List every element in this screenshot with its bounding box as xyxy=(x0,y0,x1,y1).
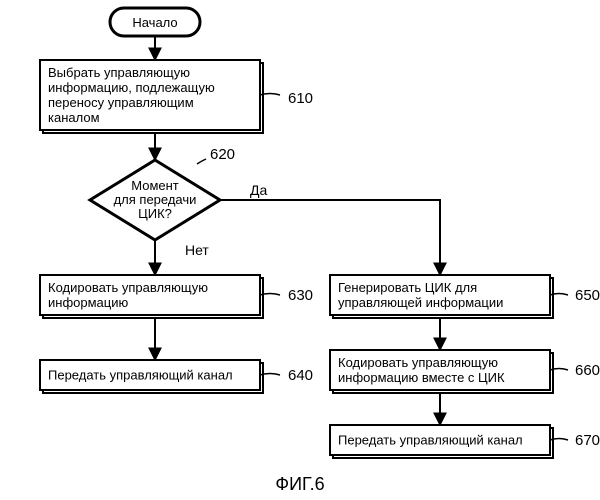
process-text: Выбрать управляющую xyxy=(48,65,190,80)
process-text: Кодировать управляющую xyxy=(338,355,498,370)
ref-label: 630 xyxy=(288,287,313,304)
branch-no: Нет xyxy=(185,242,209,258)
process-text: каналом xyxy=(48,110,100,125)
process-text: переносу управляющим xyxy=(48,95,194,110)
branch-yes: Да xyxy=(250,182,267,198)
figure-caption: ФИГ.6 xyxy=(275,474,324,494)
ref-label: 650 xyxy=(575,287,600,304)
ref-label: 670 xyxy=(575,432,600,449)
process-text: информацию xyxy=(48,295,128,310)
ref-label: 610 xyxy=(288,90,313,107)
decision-text: для передачи xyxy=(114,192,197,207)
process-text: Передать управляющий канал xyxy=(338,433,523,448)
process-text: Кодировать управляющую xyxy=(48,280,208,295)
process-text: Передать управляющий канал xyxy=(48,368,233,383)
process-text: информацию, подлежащую xyxy=(48,80,215,95)
decision-text: ЦИК? xyxy=(138,206,172,221)
process-text: управляющей информации xyxy=(338,295,503,310)
process-text: Генерировать ЦИК для xyxy=(338,280,477,295)
ref-label: 640 xyxy=(288,367,313,384)
ref-label: 660 xyxy=(575,362,600,379)
ref-label: 620 xyxy=(210,146,235,163)
start-text: Начало xyxy=(132,15,177,30)
decision-text: Момент xyxy=(131,178,179,193)
process-text: информацию вместе с ЦИК xyxy=(338,370,505,385)
